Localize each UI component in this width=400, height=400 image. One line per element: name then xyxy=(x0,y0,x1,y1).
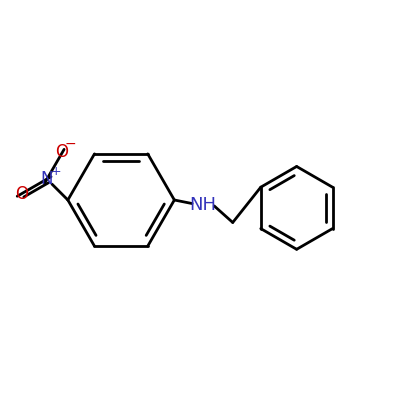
Text: O: O xyxy=(15,185,28,203)
Text: O: O xyxy=(55,143,68,161)
Text: +: + xyxy=(50,165,61,178)
Text: −: − xyxy=(64,137,76,151)
Text: NH: NH xyxy=(190,196,217,214)
Text: N: N xyxy=(41,170,53,188)
